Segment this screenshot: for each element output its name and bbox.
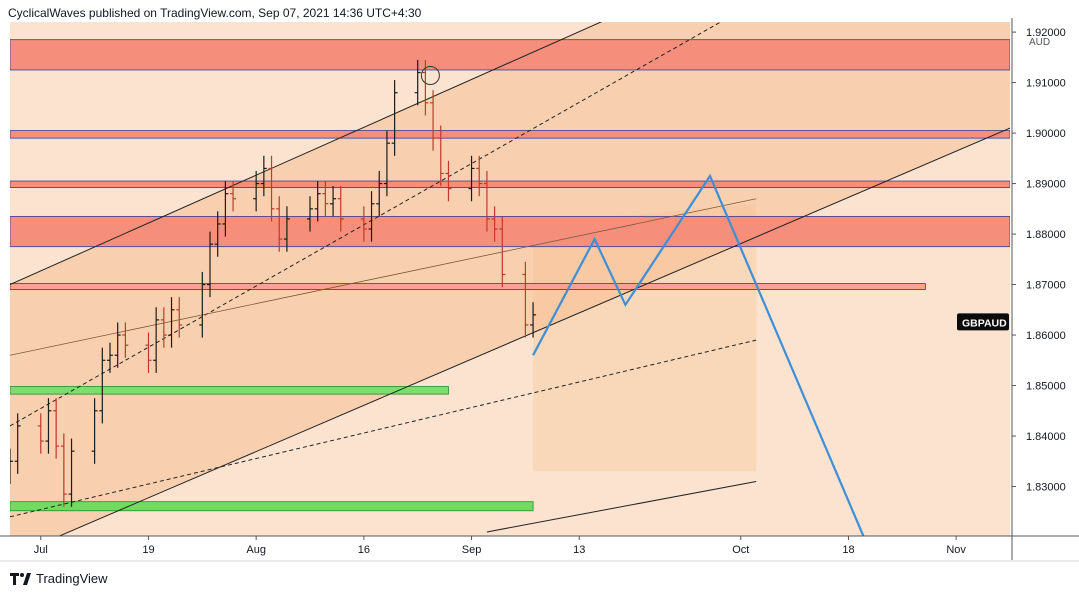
- footer: TradingView: [10, 571, 108, 586]
- channel-lower-line: [58, 127, 1010, 536]
- green-zone-1850: [10, 386, 449, 395]
- x-tick-label: Jul: [34, 544, 48, 556]
- footer-brand: TradingView: [36, 571, 108, 586]
- red-zone-1870: [10, 283, 926, 291]
- x-tick-label: 19: [142, 544, 154, 556]
- channel-upper-line: [10, 22, 603, 286]
- projection-box: [533, 203, 757, 472]
- x-tick-label: 13: [573, 544, 585, 556]
- lower-dashed-line: [10, 339, 757, 518]
- red-zone-1890: [10, 180, 1010, 189]
- published-text: published on: [88, 6, 157, 20]
- x-tick-label: Sep: [462, 544, 482, 556]
- y-tick-label: 1.88000: [1026, 229, 1066, 241]
- y-tick-label: 1.92000: [1026, 27, 1066, 39]
- publish-datetime: Sep 07, 2021 14:36 UTC+4:30: [258, 6, 422, 20]
- symbol-label: GBPAUD: [962, 317, 1007, 329]
- green-zone-1827: [10, 501, 534, 512]
- publish-header: CyclicalWaves published on TradingView.c…: [8, 6, 422, 20]
- y-tick-label: 1.86000: [1026, 330, 1066, 342]
- y-tick-label: 1.85000: [1026, 381, 1066, 393]
- red-zone-top: [10, 39, 1010, 71]
- axes: 1.92000 1.91000 1.90000 1.89000 1.88000 1.870…: [0, 18, 1079, 562]
- author-name: CyclicalWaves: [8, 6, 86, 20]
- symbol-badge: [957, 313, 1009, 331]
- currency-label: AUD: [1029, 37, 1050, 48]
- y-tick-label: 1.89000: [1026, 179, 1066, 191]
- site-name: TradingView.com: [160, 6, 252, 20]
- tradingview-logo-icon: [10, 572, 31, 585]
- channel-band: [10, 22, 1010, 536]
- x-tick-label: Aug: [246, 544, 266, 556]
- x-tick-label: 18: [842, 544, 854, 556]
- thin-trend-line: [10, 198, 757, 356]
- y-tick-label: 1.84000: [1026, 431, 1066, 443]
- chart-background: [10, 22, 1010, 536]
- y-tick-label: 1.90000: [1026, 128, 1066, 140]
- y-tick-label: 1.83000: [1026, 482, 1066, 494]
- wave-c-marker: [420, 65, 440, 85]
- bottom-channel-line: [486, 480, 757, 533]
- channel-mid-dashed-line: [10, 22, 722, 427]
- plot-area: [10, 22, 1010, 536]
- red-zone-1880: [10, 215, 1010, 248]
- red-zone-1900: [10, 130, 1010, 139]
- projection-path: [532, 173, 865, 536]
- x-tick-label: Oct: [732, 544, 749, 556]
- x-tick-label: Nov: [946, 544, 966, 556]
- x-tick-label: 16: [358, 544, 370, 556]
- y-tick-label: 1.87000: [1026, 280, 1066, 292]
- y-tick-label: 1.91000: [1026, 78, 1066, 90]
